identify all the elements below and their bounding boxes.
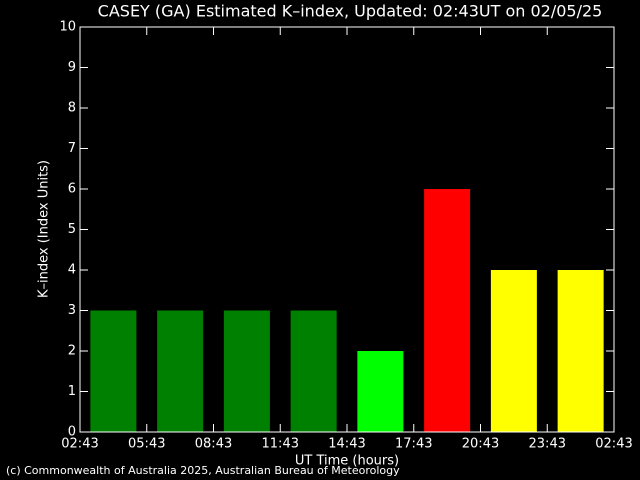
y-tick-label: 2: [68, 344, 76, 359]
chart-title: CASEY (GA) Estimated K–index, Updated: 0…: [98, 2, 603, 21]
y-tick-label: 10: [59, 20, 76, 35]
y-tick-label: 3: [68, 303, 76, 318]
y-tick-label: 1: [68, 384, 76, 399]
bar: [157, 310, 204, 432]
bar: [90, 310, 137, 432]
bar: [557, 270, 604, 432]
x-tick-label: 05:43: [128, 437, 165, 452]
y-tick-label: 6: [68, 182, 76, 197]
x-tick-label: 08:43: [195, 437, 232, 452]
x-tick-label: 02:43: [61, 437, 98, 452]
x-tick-label: 20:43: [462, 437, 499, 452]
y-axis-label: K–index (Index Units): [37, 160, 52, 298]
bar: [490, 270, 537, 432]
x-tick-label: 11:43: [262, 437, 299, 452]
bar: [424, 189, 471, 432]
y-tick-label: 4: [68, 263, 76, 278]
footer: (c) Commonwealth of Australia 2025, Aust…: [6, 464, 400, 477]
x-tick-label: 02:43: [595, 437, 632, 452]
y-tick-label: 5: [68, 222, 76, 237]
bar: [357, 351, 404, 432]
x-axis-label: UT Time (hours): [295, 454, 399, 469]
x-tick-label: 17:43: [395, 437, 432, 452]
x-tick-label: 23:43: [529, 437, 566, 452]
bar: [290, 310, 337, 432]
y-tick-label: 8: [68, 101, 76, 116]
bar: [223, 310, 270, 432]
y-tick-label: 0: [68, 425, 76, 440]
y-tick-label: 7: [68, 141, 76, 156]
x-tick-label: 14:43: [328, 437, 365, 452]
y-tick-label: 9: [68, 60, 76, 75]
